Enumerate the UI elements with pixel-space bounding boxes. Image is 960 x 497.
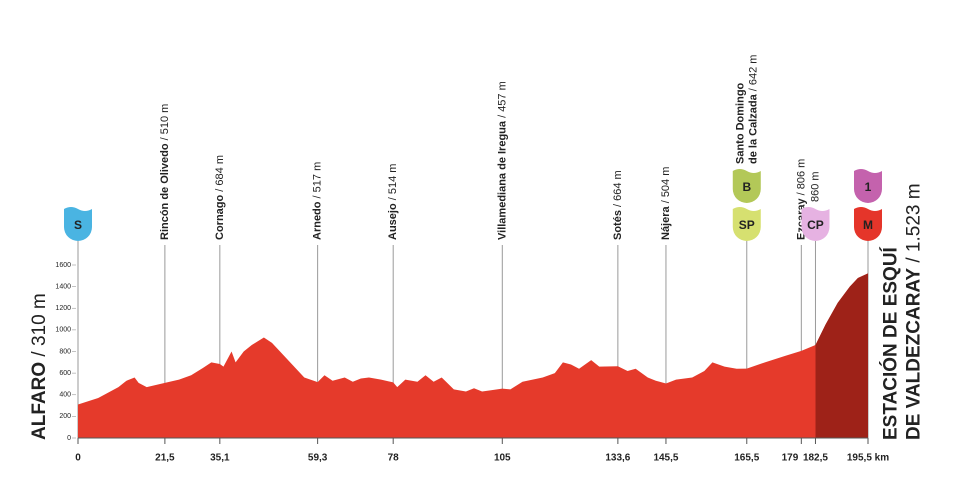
x-tick-label: 78 [388,453,400,464]
y-tick-label: 800 [59,348,71,355]
label-altitude: / 514 m [387,164,399,201]
y-tick-label: 1600 [55,262,71,269]
badge: 1 [854,169,882,203]
y-tick-label: 200 [59,413,71,420]
label-name: DE VALDEZCARAY [904,268,925,440]
label-altitude: / 517 m [312,162,324,199]
waypoint-label: Arnedo / 517 m [312,162,324,240]
waypoint-label: 860 m [809,171,821,202]
x-tick-label: 21,5 [155,453,175,464]
climb-area [815,273,868,438]
badge-shape [64,207,92,241]
x-tick-label: 179 [782,453,799,464]
badge-text: 1 [865,180,872,194]
x-tick-label: 182,5 [803,453,828,464]
y-tick-label: 600 [59,370,71,377]
label-altitude: / 684 m [214,155,226,192]
waypoint-label: Rincón de Olivedo / 510 m [159,104,171,240]
label-altitude: / 806 m [795,159,807,196]
badge-text: SP [739,218,755,232]
x-tick-label: 105 [494,453,511,464]
waypoint-label: Ausejo / 514 m [387,164,399,240]
badge-shape [854,207,882,241]
badge-text: CP [807,218,824,232]
label-name: Ausejo [387,203,399,240]
waypoint-label: Santo Domingo [734,82,746,164]
x-tick-label: 59,3 [308,453,328,464]
label-name: Sotés [612,210,624,240]
label-name: Rincón de Olivedo [159,143,171,240]
label-name: de la Calzada [747,93,759,164]
x-tick-label: 0 [75,453,81,464]
badge-shape [732,207,761,241]
waypoint-label: Villamediana de Iregua / 457 m [496,81,508,240]
label-name: ALFARO [29,362,50,440]
label-altitude: 860 m [809,171,821,202]
y-tick-label: 1400 [55,283,71,290]
waypoint-label: de la Calzada / 642 m [747,55,759,164]
badge-text: M [863,218,873,232]
y-tick-label: 1200 [55,305,71,312]
x-tick-label: 165,5 [734,453,759,464]
badge-shape [801,207,830,241]
badge: S [64,207,92,241]
badge: CP [801,207,830,241]
waypoint-label: Cornago / 684 m [214,155,226,240]
profile-area [78,273,868,438]
label-altitude: / 457 m [496,81,508,118]
badge-shape [732,169,761,203]
label-altitude: / 642 m [747,55,759,92]
label-altitude: / 1.523 m [904,183,925,262]
label-name: Nájera [660,205,672,240]
label-name: Arnedo [312,201,324,240]
waypoint-label: Nájera / 504 m [660,167,672,240]
x-tick-label: 35,1 [210,453,230,464]
x-tick-label: 195,5 km [847,453,889,464]
badge: SP [732,207,761,241]
label-altitude: / 310 m [29,293,50,356]
x-tick-label: 133,6 [605,453,630,464]
badge-shape [854,169,882,203]
y-tick-label: 400 [59,392,71,399]
label-altitude: / 510 m [159,104,171,141]
label-name: Villamediana de Iregua [496,120,508,240]
badge-text: S [74,218,82,232]
y-tick-label: 1000 [55,327,71,334]
label-name: Santo Domingo [734,82,746,164]
badge: M [854,207,882,241]
label-altitude: / 664 m [612,170,624,207]
badge: B [732,169,761,203]
badge-text: B [742,180,751,194]
x-tick-label: 145,5 [653,453,678,464]
waypoint-label: Sotés / 664 m [612,170,624,240]
label-name: ESTACIÓN DE ESQUÍ [880,246,902,440]
finish-label: ESTACIÓN DE ESQUÍ [880,246,902,440]
label-altitude: / 504 m [660,167,672,204]
y-tick-label: 0 [67,435,71,442]
label-name: Cornago [214,195,226,241]
start-label: ALFARO / 310 m [29,293,50,440]
finish-label: DE VALDEZCARAY / 1.523 m [904,183,925,440]
